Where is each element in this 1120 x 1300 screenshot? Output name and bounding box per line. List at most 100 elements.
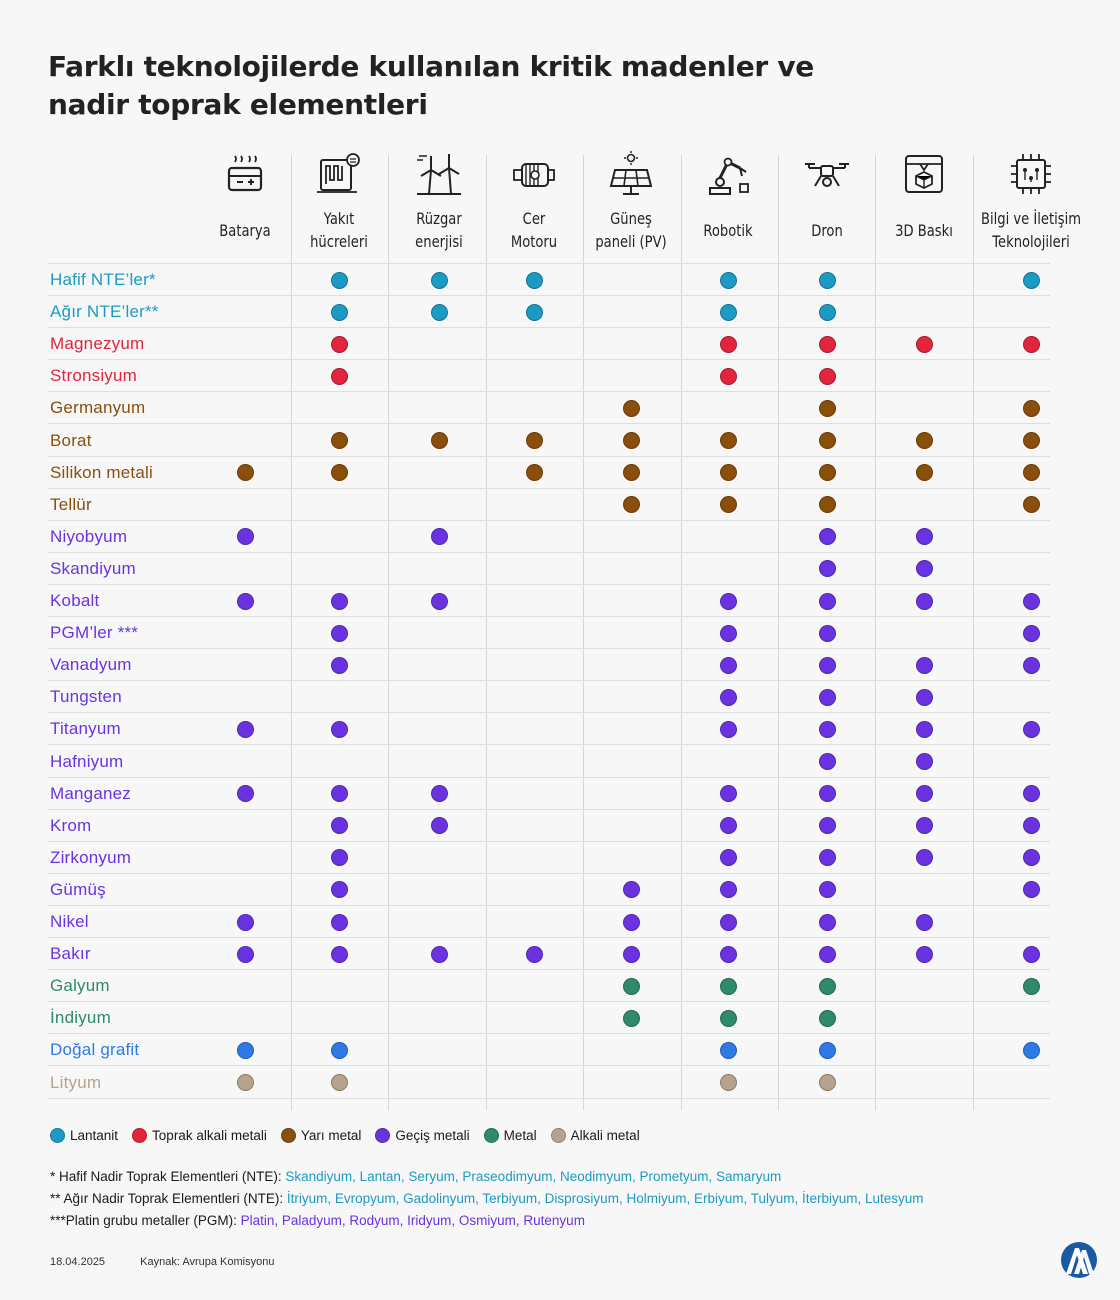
- dot-pgm-ler-yak-t-h-creleri: [330, 624, 348, 642]
- row-divider: [48, 840, 1050, 842]
- dot-borat-cer-motoru: [525, 432, 543, 449]
- row-divider: [48, 487, 1050, 489]
- anadolu-agency-logo: [1061, 1242, 1097, 1278]
- dot-borat-bilgi-ve-i-leti-im-teknolojileri: [1022, 432, 1040, 449]
- footnotes: * Hafif Nadir Toprak Elementleri (NTE): …: [50, 1166, 924, 1232]
- source-label: Kaynak: Avrupa Komisyonu: [140, 1256, 275, 1268]
- dot-do-al-grafit-dron: [818, 1041, 836, 1059]
- dot-vanadyum-bilgi-ve-i-leti-im-teknolojileri: [1022, 656, 1040, 674]
- row-label-silikon-metali: Silikon metali: [50, 462, 153, 482]
- dot-do-al-grafit-robotik: [719, 1041, 737, 1059]
- legend-swatch: [483, 1128, 499, 1143]
- battery-icon: [227, 155, 263, 192]
- footnote-items: Skandiyum, Lantan, Seryum, Praseodimyum,…: [285, 1169, 782, 1184]
- dot-kobalt-dron: [818, 592, 836, 610]
- dot-krom-robotik: [719, 817, 737, 835]
- column-divider: [486, 155, 487, 1110]
- column-header-batarya: Batarya: [206, 150, 285, 254]
- dot-do-al-grafit-batarya: [236, 1041, 254, 1059]
- dot-stronsiyum-robotik: [719, 367, 737, 385]
- row-divider: [48, 423, 1050, 425]
- legend-item-lantanit: Lantanit: [50, 1128, 118, 1143]
- dot-lityum-yak-t-h-creleri: [330, 1074, 348, 1091]
- row-divider: [48, 1001, 1050, 1003]
- legend-label: Toprak alkali metali: [152, 1128, 267, 1143]
- dot-niyobyum-3d-bask: [915, 528, 933, 546]
- row-divider: [48, 808, 1050, 810]
- wind-turbine-icon: [416, 154, 462, 195]
- column-label: Batarya: [206, 206, 285, 254]
- dot-vanadyum-robotik: [719, 656, 737, 674]
- dot-borat-3d-bask: [915, 432, 933, 449]
- legend-item-yar-metal: Yarı metal: [280, 1128, 362, 1143]
- legend-swatch: [280, 1128, 296, 1143]
- row-label-g-m: Gümüş: [50, 879, 106, 899]
- footnote-label: ***Platin grubu metaller (PGM):: [50, 1213, 241, 1228]
- legend-item-alkali-metal: Alkali metal: [550, 1128, 640, 1143]
- row-divider: [48, 327, 1050, 329]
- row-label-manganez: Manganez: [50, 783, 131, 803]
- column-label: Robotik: [689, 206, 768, 254]
- dot-i-ndiyum-dron: [818, 1009, 836, 1027]
- dot-bak-r-3d-bask: [915, 945, 933, 963]
- dot-silikon-metali-robotik: [719, 464, 737, 482]
- dot-lityum-batarya: [236, 1074, 254, 1091]
- row-label-zirkonyum: Zirkonyum: [50, 847, 132, 867]
- dot-silikon-metali-g-ne-paneli-pv: [622, 464, 640, 482]
- dot-krom-3d-bask: [915, 817, 933, 835]
- column-label: Dron: [788, 206, 867, 254]
- dot-pgm-ler-bilgi-ve-i-leti-im-teknolojileri: [1022, 624, 1040, 642]
- legend-label: Lantanit: [70, 1128, 119, 1143]
- legend-swatch: [132, 1128, 148, 1143]
- dot-bak-r-batarya: [236, 945, 254, 963]
- fuel-cell-icon: [316, 153, 360, 193]
- dot-bak-r-yak-t-h-creleri: [330, 945, 348, 963]
- dot-niyobyum-batarya: [236, 528, 254, 546]
- dot-zirkonyum-dron: [818, 849, 836, 867]
- legend-swatch: [550, 1128, 566, 1143]
- dot-silikon-metali-batarya: [236, 464, 254, 482]
- row-divider: [48, 616, 1050, 618]
- dot-magnezyum-yak-t-h-creleri: [330, 335, 348, 353]
- dot-silikon-metali-bilgi-ve-i-leti-im-teknolojileri: [1022, 464, 1040, 482]
- column-header-g-ne-paneli-pv: Güneş paneli (PV): [592, 150, 671, 254]
- dot-g-m-robotik: [719, 881, 737, 899]
- row-label-germanyum: Germanyum: [50, 398, 146, 418]
- robot-arm-icon: [708, 157, 749, 195]
- dot-silikon-metali-3d-bask: [915, 464, 933, 482]
- row-label-magnezyum: Magnezyum: [50, 334, 145, 354]
- dot-bak-r-robotik: [719, 945, 737, 963]
- page-title: Farklı teknolojilerde kullanılan kritik …: [48, 48, 948, 124]
- legend-item-metal: Metal: [483, 1128, 537, 1143]
- legend-label: Yarı metal: [300, 1128, 362, 1143]
- dot-kobalt-r-zgar-enerjisi: [430, 592, 448, 610]
- dot-nikel-robotik: [719, 913, 737, 931]
- row-divider: [48, 1097, 1050, 1099]
- dot-tell-r-dron: [818, 496, 836, 514]
- dot-hafif-nte-ler-cer-motoru: [525, 271, 543, 289]
- dot-a-r-nte-ler-cer-motoru: [525, 303, 543, 321]
- footnote-label: * Hafif Nadir Toprak Elementleri (NTE):: [50, 1169, 286, 1184]
- dot-stronsiyum-yak-t-h-creleri: [330, 367, 348, 385]
- legend-label: Metal: [503, 1128, 537, 1143]
- row-divider: [48, 1033, 1050, 1035]
- dot-vanadyum-dron: [818, 656, 836, 674]
- row-label-vanadyum: Vanadyum: [50, 655, 132, 675]
- row-divider: [48, 872, 1050, 874]
- column-label: Güneş paneli (PV): [592, 206, 671, 254]
- dot-kobalt-robotik: [719, 592, 737, 610]
- row-label-nikel: Nikel: [50, 912, 89, 931]
- row-label-do-al-grafit: Doğal grafit: [50, 1040, 140, 1060]
- row-label-stronsiyum: Stronsiyum: [50, 366, 138, 386]
- column-label-line: enerjisi: [415, 232, 463, 251]
- column-label-line: Rüzgar: [416, 209, 462, 228]
- column-label: Rüzgar enerjisi: [400, 206, 479, 254]
- column-header-r-zgar-enerjisi: Rüzgar enerjisi: [400, 150, 479, 254]
- row-divider: [48, 391, 1050, 393]
- column-divider: [875, 155, 876, 1110]
- column-divider: [778, 155, 779, 1110]
- footnote-1: * Hafif Nadir Toprak Elementleri (NTE): …: [50, 1166, 924, 1188]
- column-label-line: Bilgi ve İletişim: [980, 209, 1082, 228]
- dot-nikel-3d-bask: [915, 913, 933, 931]
